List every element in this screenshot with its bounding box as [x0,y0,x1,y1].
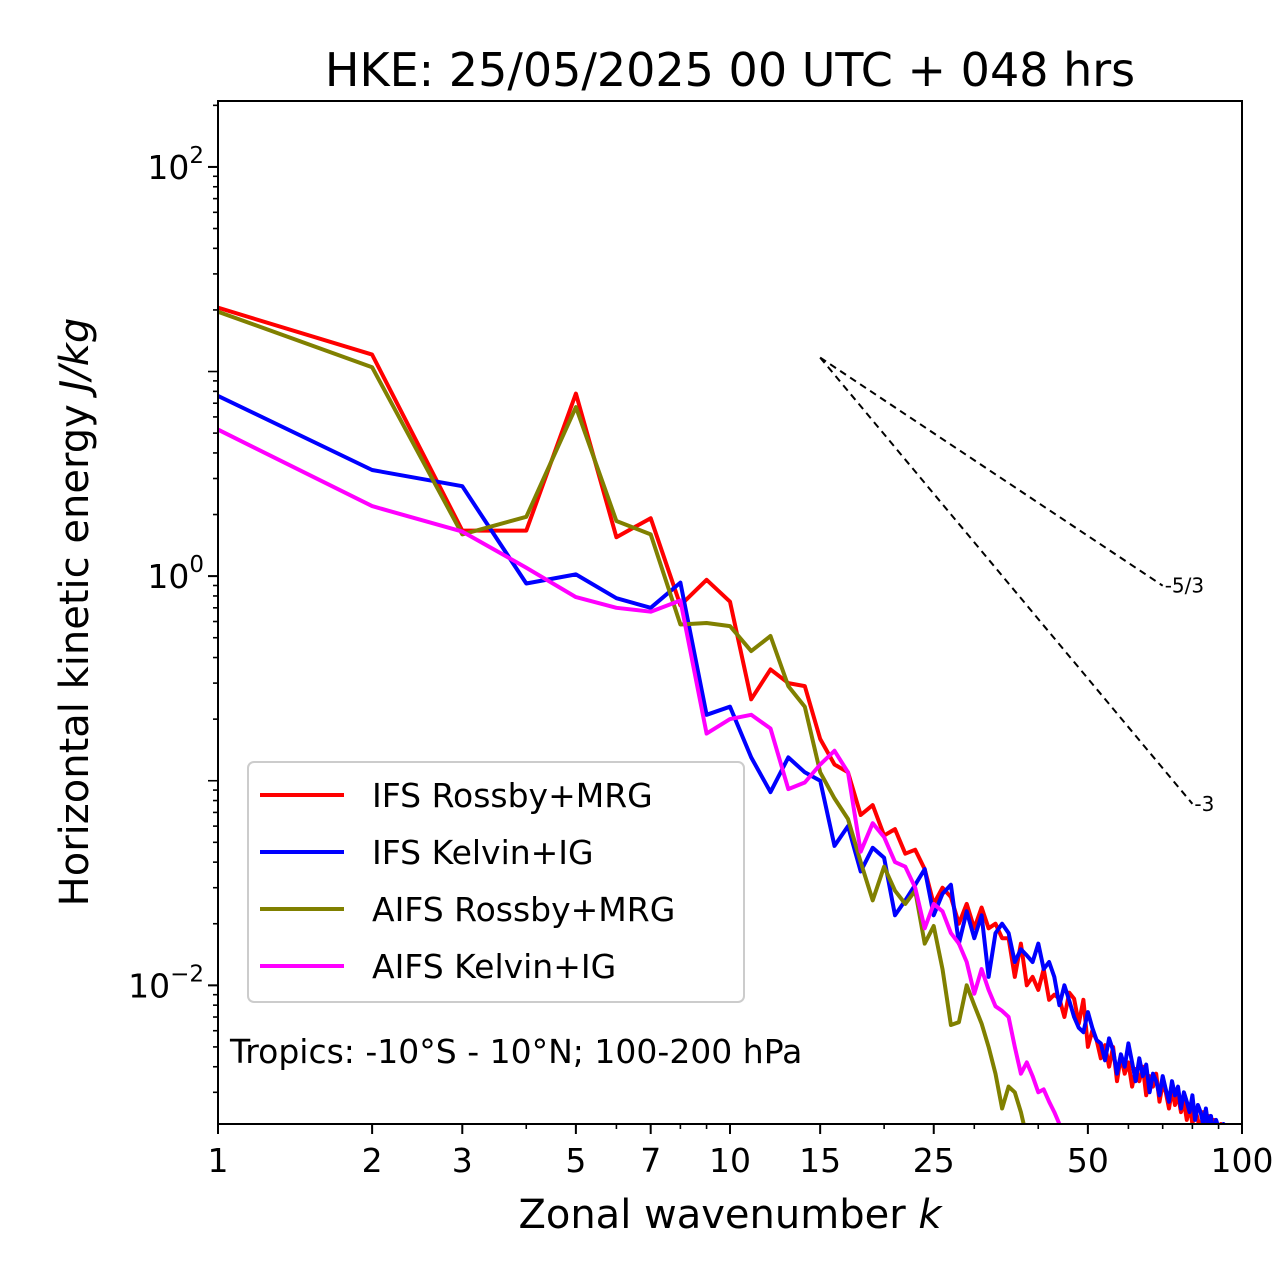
x-tick-label: 7 [640,1141,661,1180]
reference-slope-label-0: -5/3 [1165,574,1204,598]
series-line-2 [218,309,1026,1124]
x-tick-label: 10 [709,1141,751,1180]
reference-slope-line-0 [819,356,1164,587]
legend-label-3: AIFS Kelvin+IG [372,947,616,986]
legend-frame [247,761,745,1003]
series-line-3 [218,427,1062,1124]
x-tick-label: 1 [208,1141,229,1180]
reference-slope-label-1: -3 [1194,792,1214,816]
x-tick-label: 15 [799,1141,841,1180]
x-tick-label: 2 [362,1141,383,1180]
x-tick-label: 5 [565,1141,586,1180]
y-axis-label: Horizontal kinetic energy J/kg [52,318,98,907]
y-tick-label: 10−2 [128,961,204,1005]
series-line-1 [218,394,1226,1124]
y-tick-label: 102 [147,143,204,187]
region-annotation: Tropics: -10°S - 10°N; 100-200 hPa [229,1032,802,1071]
y-tick-label: 100 [147,552,204,596]
x-axis-label: Zonal wavenumber k [518,1192,943,1238]
x-tick-label: 50 [1067,1141,1109,1180]
reference-slope-line-1 [819,356,1194,805]
x-tick-label: 100 [1211,1141,1274,1180]
x-tick-label: 3 [452,1141,473,1180]
legend: IFS Rossby+MRG IFS Kelvin+IG AIFS Rossby+M… [247,761,745,1003]
x-tick-label: 25 [913,1141,955,1180]
chart-title: HKE: 25/05/2025 00 UTC + 048 hrs [325,43,1135,97]
legend-label-0: IFS Rossby+MRG [372,776,653,815]
legend-label-1: IFS Kelvin+IG [372,833,594,872]
legend-label-2: AIFS Rossby+MRG [372,890,675,929]
